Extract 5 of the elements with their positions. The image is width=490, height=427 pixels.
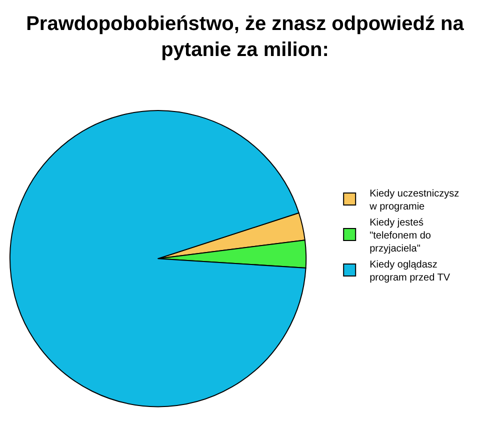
pie-slice	[10, 110, 306, 408]
legend-label: Kiedy uczestniczysz w programie	[368, 188, 460, 212]
chart-title: Prawdopobobieństwo, że znasz odpowiedź na pytanie za milion:	[26, 12, 465, 61]
legend-label: Kiedy jesteś "telefonem do przyjaciela"	[370, 217, 432, 254]
legend-label: Kiedy oglądasz program przed TV	[370, 259, 450, 284]
